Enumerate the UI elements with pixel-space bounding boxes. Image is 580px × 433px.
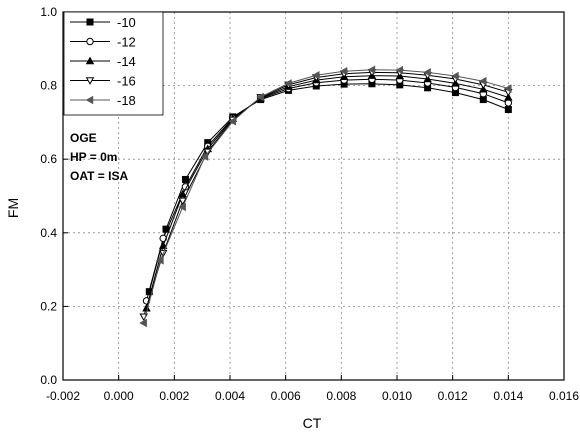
- legend: -10 -12 -14 -16 -18: [63, 11, 164, 116]
- data-point: [178, 202, 186, 212]
- data-point: [504, 106, 512, 114]
- data-point: [423, 68, 431, 77]
- y-axis-label: FM: [5, 198, 21, 218]
- data-point: [503, 84, 512, 93]
- data-point: [200, 152, 209, 161]
- annotation-condition: OGE: [70, 131, 97, 145]
- plot-frame: [62, 11, 565, 381]
- x-tick-label: 0.014: [493, 389, 523, 403]
- legend-box: [63, 11, 164, 116]
- data-point: [284, 79, 292, 88]
- data-point: [479, 96, 487, 104]
- axis-ticks: -0.002 0.000 0.002 0.004 0.006 0.008 0.010 0.01…: [40, 5, 579, 403]
- legend-label: -18: [117, 93, 136, 108]
- data-point: [178, 197, 187, 206]
- legend-label: -14: [117, 54, 136, 69]
- legend-label: -12: [117, 35, 136, 50]
- x-tick-label: -0.002: [46, 389, 80, 403]
- annotation-temperature: OAT = ISA: [70, 169, 128, 183]
- annotation-block: OGE HP = 0m OAT = ISA: [70, 131, 128, 183]
- legend-marker: [85, 95, 94, 105]
- data-point: [256, 92, 264, 102]
- legend-marker: [86, 37, 94, 46]
- x-tick-label: 0.010: [382, 389, 412, 403]
- data-point: [178, 189, 187, 198]
- x-tick-label: 0.012: [438, 389, 468, 403]
- data-point: [155, 256, 164, 265]
- legend-marker: [85, 77, 95, 85]
- data-point: [395, 65, 404, 75]
- y-tick-label: 0.6: [40, 152, 57, 166]
- data-point: [504, 99, 513, 107]
- data-point: [139, 318, 147, 328]
- x-tick-label: 0.016: [549, 389, 579, 403]
- legend-marker: [85, 56, 95, 65]
- y-tick-label: 0.4: [40, 226, 57, 240]
- data-point: [311, 71, 320, 80]
- x-tick-label: 0.006: [271, 389, 301, 403]
- series-group: [139, 65, 513, 328]
- data-point: [451, 71, 459, 81]
- y-tick-label: 0.0: [40, 373, 57, 387]
- y-tick-label: 0.8: [40, 79, 57, 93]
- legend-label: -10: [117, 15, 136, 30]
- x-tick-label: 0.004: [215, 389, 245, 403]
- data-point: [339, 66, 348, 76]
- x-tick-label: 0.002: [159, 389, 189, 403]
- y-tick-label: 1.0: [40, 5, 57, 19]
- legend-marker: [86, 18, 94, 26]
- data-point: [367, 65, 376, 75]
- x-tick-label: 0.008: [326, 389, 356, 403]
- annotation-altitude: HP = 0m: [70, 150, 117, 164]
- y-tick-label: 0.2: [40, 299, 57, 313]
- data-point: [158, 241, 168, 249]
- data-point: [504, 92, 513, 101]
- x-axis-label: CT: [303, 415, 322, 431]
- x-tick-label: 0.000: [104, 389, 134, 403]
- legend-label: -16: [117, 74, 136, 89]
- series-4: [139, 65, 512, 328]
- data-point: [181, 175, 189, 183]
- data-point: [228, 117, 237, 126]
- data-point: [478, 76, 487, 86]
